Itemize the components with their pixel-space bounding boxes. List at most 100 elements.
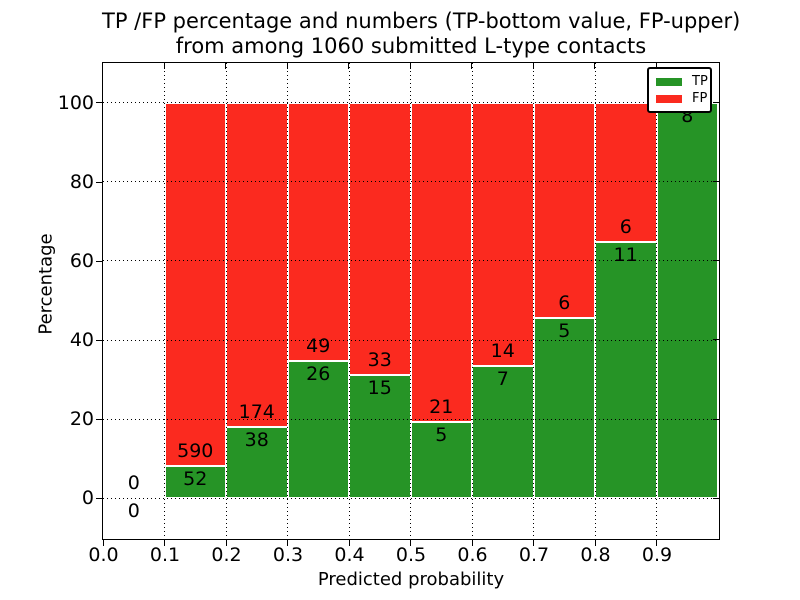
y-axis-tick [96,419,102,420]
top-tick [532,63,534,69]
x-gridline [164,63,165,539]
tp-bar-segment [349,374,411,499]
right-tick [713,497,719,499]
y-tick-label: 60 [69,249,94,272]
x-gridline [225,63,227,539]
y-gridline [103,339,719,341]
y-gridline [103,497,719,499]
y-axis-tick [96,181,102,183]
x-axis-tick [164,540,166,546]
y-gridline [103,181,719,183]
tp-bar-segment [164,466,226,499]
x-axis-tick [225,540,227,546]
x-gridline [533,63,534,539]
y-axis-tick [96,260,102,262]
x-gridline [348,63,350,539]
x-tick-label: 0.0 [88,544,119,566]
tp-bar-segment [656,102,718,499]
x-tick-label: 0.1 [149,544,181,566]
top-tick [348,63,350,69]
fp-bar-segment [410,102,472,423]
x-gridline [287,63,288,539]
x-tick-label: 0.6 [457,544,488,566]
x-axis-tick [533,540,535,546]
legend-swatch-tp [656,77,682,86]
tp-count-label: 38 [244,429,269,452]
legend-row: TP [656,75,708,88]
top-tick [655,63,657,69]
right-tick [713,339,719,341]
legend-swatch-fp [656,94,682,103]
tp-count-label: 5 [558,320,571,343]
tp-count-label: 52 [183,468,208,491]
right-tick [713,101,719,103]
fp-bar-segment [164,102,226,467]
x-gridline [656,63,657,539]
x-axis-tick [656,540,658,546]
y-axis-tick [96,339,102,341]
fp-count-label: 49 [306,335,331,358]
y-axis-tick [96,498,102,500]
x-tick-label: 0.9 [641,544,673,566]
tp-count-label: 0 [127,500,140,523]
fp-count-label: 33 [367,348,392,371]
fp-count-label: 6 [558,292,571,315]
y-axis-tick [96,102,102,104]
y-gridline [103,260,719,262]
y-tick-label: 80 [69,170,94,193]
y-tick-label: 100 [57,91,94,114]
x-tick-label: 0.8 [580,544,611,566]
top-tick [225,63,227,69]
right-tick [713,260,719,262]
legend-label-fp: FP [692,91,708,106]
x-tick-label: 0.7 [518,544,550,566]
y-gridline [103,418,719,420]
y-tick-label: 40 [69,329,94,352]
x-tick-label: 0.2 [211,544,242,566]
y-tick-label: 0 [81,487,94,510]
x-axis-tick [287,540,289,546]
fp-count-label: 14 [490,340,515,363]
legend: TP FP [647,67,712,113]
x-axis-label: Predicted probability [317,569,505,590]
tp-count-label: 11 [613,244,638,267]
fp-count-label: 174 [238,401,275,424]
top-tick [409,63,411,69]
x-axis-tick [102,540,104,546]
chart-title: TP /FP percentage and numbers (TP-bottom… [102,9,741,59]
chart-title-line1: TP /FP percentage and numbers (TP-bottom… [102,9,741,33]
x-axis-tick [594,540,596,546]
x-tick-label: 0.5 [395,544,427,566]
fp-count-label: 0 [127,472,140,495]
y-gridline [103,102,719,104]
tp-count-label: 5 [435,424,448,447]
fp-bar-segment [472,102,534,367]
fp-bar-segment [287,102,349,362]
top-tick [594,63,596,69]
y-tick-label: 20 [69,408,94,431]
tp-count-label: 26 [306,363,331,386]
x-tick-label: 0.3 [272,544,304,566]
tp-count-label: 7 [496,368,509,391]
x-axis-tick [471,540,473,546]
x-axis-tick [410,540,412,546]
top-tick [471,63,473,69]
fp-bar-segment [349,102,411,375]
right-tick [713,181,719,182]
y-axis-label: Percentage [35,233,57,335]
fp-bar-segment [533,102,595,319]
top-tick [163,63,165,69]
top-tick [286,63,288,69]
x-axis-tick [348,540,350,546]
fp-count-label: 590 [177,440,214,463]
x-tick-label: 0.4 [334,544,365,566]
x-gridline [594,63,596,539]
fp-bar-segment [595,102,657,243]
fp-count-label: 6 [619,216,632,239]
fp-count-label: 21 [429,396,454,419]
right-tick [713,418,719,420]
legend-label-tp: TP [692,74,708,89]
tp-bar-segment [595,242,657,499]
